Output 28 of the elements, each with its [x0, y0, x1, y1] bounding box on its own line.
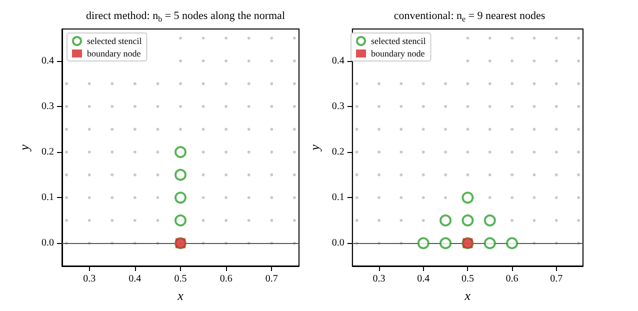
y-tick-label: 0.2 — [42, 146, 54, 158]
y-axis-title: y — [16, 144, 32, 152]
x-tick-label: 0.4 — [417, 274, 430, 284]
y-tick-label: 0.4 — [42, 55, 54, 66]
legend-label: boundary node — [87, 48, 141, 58]
x-tick-label: 0.7 — [265, 274, 278, 284]
y-tick-label: 0.0 — [332, 238, 344, 249]
y-tick-label: 0.3 — [332, 100, 344, 112]
x-tick-label: 0.5 — [461, 274, 474, 284]
legend-label: boundary node — [371, 48, 425, 58]
x-tick-label: 0.3 — [372, 274, 386, 284]
y-tick-label: 0.0 — [42, 238, 54, 249]
x-tick-label: 0.4 — [128, 274, 142, 284]
y-tick-label: 0.1 — [332, 192, 344, 204]
x-tick-label: 0.3 — [83, 274, 96, 284]
y-tick-label: 0.2 — [332, 146, 344, 158]
x-axis-title: x — [176, 288, 184, 303]
x-tick-label: 0.6 — [220, 274, 232, 284]
x-tick-label: 0.6 — [506, 274, 518, 284]
legend-label: selected stencil — [371, 36, 426, 46]
y-tick-label: 0.4 — [332, 55, 344, 66]
y-tick-label: 0.3 — [42, 100, 54, 112]
x-tick-label: 0.7 — [550, 274, 563, 284]
x-tick-label: 0.5 — [174, 274, 187, 284]
legend-label: selected stencil — [87, 36, 142, 46]
y-axis-title: y — [307, 144, 322, 152]
y-tick-label: 0.1 — [42, 192, 54, 204]
x-axis-title: x — [464, 288, 471, 303]
